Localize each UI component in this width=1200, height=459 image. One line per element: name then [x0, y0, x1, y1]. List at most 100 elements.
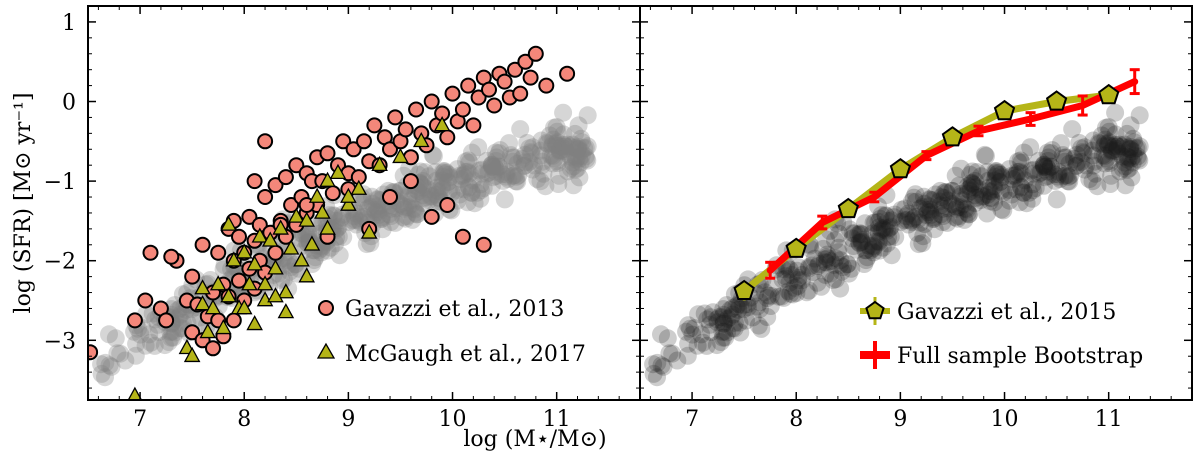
background-point — [496, 167, 515, 186]
background-point — [414, 172, 432, 190]
background-point — [942, 181, 961, 200]
background-point — [899, 204, 918, 223]
background-point — [660, 344, 679, 363]
background-point — [421, 187, 440, 206]
background-point — [878, 221, 896, 240]
background-point — [324, 206, 343, 225]
background-point — [279, 255, 297, 274]
background-point — [695, 304, 714, 323]
mcgaugh-2017-point — [246, 255, 263, 271]
background-point — [737, 311, 755, 330]
gavazzi-2013-point — [137, 292, 154, 309]
background-point — [306, 248, 325, 267]
background-point — [1118, 138, 1137, 157]
background-point — [367, 203, 386, 222]
background-point — [884, 208, 903, 227]
background-point — [318, 241, 337, 260]
background-point — [826, 231, 844, 250]
background-point — [404, 199, 423, 218]
background-point — [1100, 136, 1118, 155]
background-point — [850, 233, 869, 252]
background-point — [330, 211, 349, 230]
background-point — [491, 141, 510, 160]
background-point — [831, 279, 850, 298]
background-point — [554, 135, 573, 154]
background-point — [1042, 157, 1060, 176]
background-point — [1055, 166, 1074, 185]
background-point — [924, 210, 942, 228]
background-point — [987, 162, 1006, 181]
background-point — [570, 168, 589, 187]
background-point — [978, 163, 997, 181]
background-point — [1095, 146, 1114, 165]
background-point — [1130, 151, 1149, 170]
background-point — [1052, 134, 1070, 153]
background-point — [718, 309, 737, 328]
x-tick-label: 8 — [789, 407, 803, 432]
background-point — [752, 319, 771, 338]
background-point — [704, 303, 722, 322]
background-point — [818, 245, 837, 264]
background-point — [793, 271, 811, 290]
background-point — [971, 191, 990, 209]
background-point — [878, 234, 897, 253]
background-point — [402, 191, 421, 210]
background-point — [301, 225, 319, 244]
background-point — [700, 315, 719, 334]
gavazzi-2013-point — [402, 173, 419, 190]
background-point — [679, 316, 698, 335]
background-point — [714, 305, 733, 324]
background-point — [578, 151, 597, 170]
background-point — [1108, 137, 1127, 156]
background-point — [450, 166, 469, 185]
background-point — [490, 144, 508, 163]
background-point — [1012, 178, 1031, 197]
gavazzi-2013-point — [538, 77, 555, 94]
mcgaugh-2017-point — [360, 223, 378, 239]
background-point — [864, 236, 882, 255]
background-point — [354, 192, 373, 211]
background-point — [433, 180, 452, 199]
mcgaugh-2017-point — [282, 239, 300, 255]
gavazzi-2013-point — [205, 340, 221, 357]
background-point — [954, 191, 973, 210]
background-point — [399, 198, 418, 217]
gavazzi-2013-point — [423, 93, 440, 110]
background-point — [1095, 137, 1113, 156]
background-point — [92, 364, 111, 383]
x-tick-label: 9 — [341, 407, 355, 432]
background-point — [975, 145, 994, 164]
background-point — [1055, 148, 1074, 167]
background-point — [1025, 160, 1043, 179]
background-point — [808, 273, 827, 292]
background-point — [523, 138, 542, 157]
background-point — [369, 200, 388, 219]
background-point — [531, 172, 550, 191]
background-point — [994, 201, 1013, 220]
background-point — [155, 336, 174, 355]
mcgaugh-2017-point — [371, 155, 388, 172]
background-point — [917, 205, 936, 224]
background-point — [1002, 185, 1021, 204]
background-point — [947, 199, 966, 218]
background-point — [843, 229, 862, 248]
legend-label-bootstrap: Full sample Bootstrap — [897, 344, 1143, 369]
background-point — [921, 205, 940, 224]
mcgaugh-2017-point — [392, 147, 409, 164]
background-point — [948, 198, 967, 217]
gavazzi-2013-point — [454, 101, 471, 118]
background-point — [1072, 152, 1091, 171]
background-point — [788, 261, 806, 280]
background-point — [482, 156, 501, 174]
background-point — [563, 153, 582, 172]
background-point — [815, 250, 834, 269]
background-point — [1043, 141, 1062, 160]
background-point — [1097, 149, 1116, 168]
gavazzi-2013-point — [470, 89, 487, 106]
background-point — [859, 236, 878, 255]
background-point — [460, 153, 479, 172]
background-point — [714, 300, 733, 319]
background-point — [1110, 145, 1129, 163]
gavazzi-2015-point — [785, 237, 807, 258]
background-point — [909, 235, 928, 254]
